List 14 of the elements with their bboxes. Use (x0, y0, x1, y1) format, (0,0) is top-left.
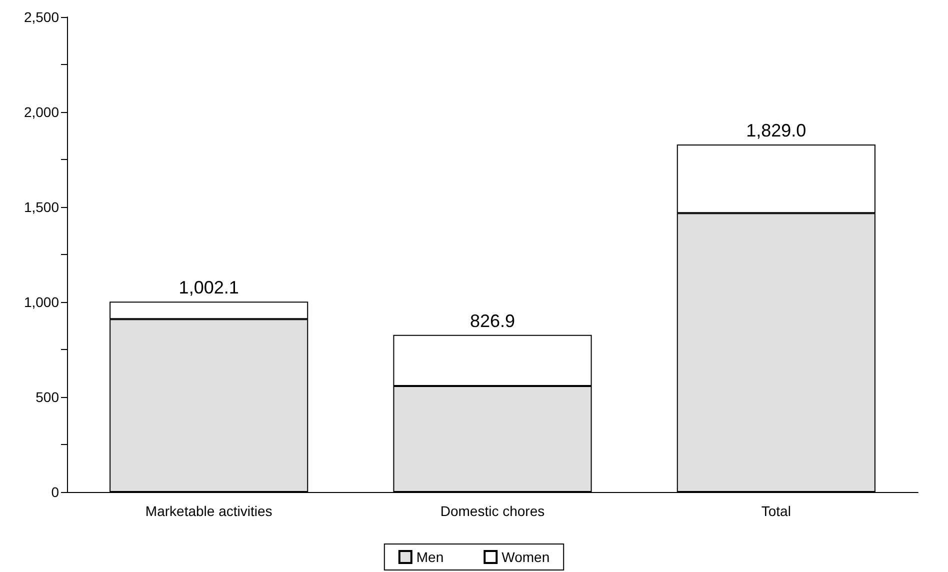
y-tick-label: 0 (51, 484, 60, 500)
total-label: 1,002.1 (178, 278, 239, 298)
y-tick-label: 1,000 (24, 294, 60, 310)
total-label: 1,829.0 (746, 120, 806, 140)
x-tick-label: Total (761, 503, 791, 519)
total-label: 826.9 (470, 310, 516, 331)
x-tick-label: Domestic chores (440, 503, 545, 519)
x-tick-label: Marketable activities (145, 503, 272, 519)
y-tick-label: 2,500 (24, 9, 60, 25)
y-tick-label: 2,000 (24, 104, 60, 120)
legend-label: Men (416, 549, 444, 565)
y-tick-label: 500 (36, 389, 60, 405)
legend-label: Women (502, 549, 550, 565)
y-tick-label: 1,500 (24, 199, 60, 215)
